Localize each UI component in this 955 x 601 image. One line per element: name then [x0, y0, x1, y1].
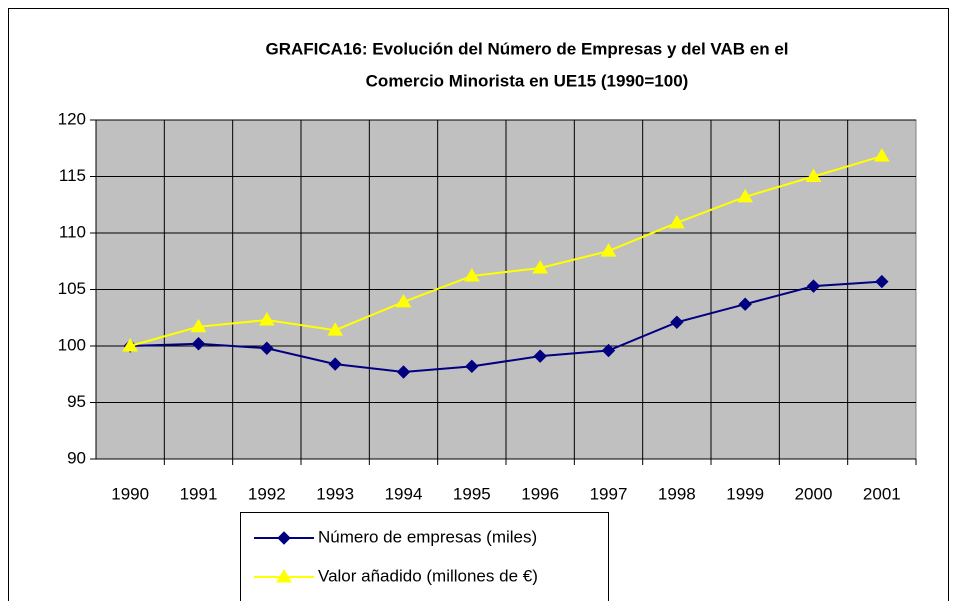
diamond-marker: [191, 337, 206, 351]
diamond-marker: [738, 297, 752, 311]
diamond-marker: [806, 279, 821, 293]
x-tick-label: 1990: [111, 484, 149, 503]
diamond-marker: [260, 341, 274, 355]
x-tick-label: 2001: [863, 484, 901, 503]
x-tick-label: 1991: [180, 484, 218, 503]
y-tick-label: 115: [59, 166, 86, 185]
x-tick-label: 2000: [795, 484, 833, 503]
diamond-marker: [465, 359, 479, 374]
series-line: [129, 155, 883, 347]
diamond-marker: [875, 274, 889, 289]
y-tick-label: 120: [58, 109, 86, 128]
diamond-marker: [670, 315, 684, 329]
y-tick-label: 90: [67, 448, 86, 467]
y-tick-label: 95: [67, 392, 86, 411]
triangle-marker: [463, 267, 480, 282]
triangle-marker: [258, 312, 275, 326]
x-tick-label: 1995: [453, 484, 491, 503]
diamond-marker: [533, 349, 547, 363]
diamond-marker: [328, 357, 342, 371]
legend-label: Número de empresas (miles): [318, 527, 537, 546]
y-tick-label: 110: [59, 222, 86, 241]
chart-title: Comercio Minorista en UE15 (1990=100): [366, 71, 689, 90]
triangle-marker: [600, 243, 617, 257]
triangle-marker: [668, 214, 685, 229]
triangle-marker: [327, 322, 344, 336]
diamond-marker: [396, 365, 411, 379]
x-tick-label: 1999: [726, 484, 764, 503]
chart-title: GRAFICA16: Evolución del Número de Empre…: [265, 39, 788, 58]
y-tick-label: 100: [58, 335, 86, 354]
diamond-marker: [277, 531, 291, 545]
triangle-marker: [532, 260, 549, 274]
triangle-marker: [395, 293, 412, 308]
x-tick-label: 1992: [248, 484, 286, 503]
x-tick-label: 1996: [521, 484, 559, 503]
x-tick-label: 1997: [590, 484, 628, 503]
triangle-marker: [873, 148, 890, 162]
diamond-marker: [601, 343, 616, 358]
x-tick-label: 1993: [316, 484, 354, 503]
triangle-marker: [737, 188, 754, 203]
legend-label: Valor añadido (millones de €): [318, 566, 538, 585]
triangle-marker: [190, 318, 207, 333]
triangle-marker: [805, 168, 822, 182]
triangle-marker: [276, 569, 292, 583]
legend-box: [240, 512, 609, 601]
triangle-marker: [122, 338, 139, 352]
y-tick-label: 105: [58, 279, 86, 298]
x-tick-label: 1998: [658, 484, 696, 503]
x-tick-label: 1994: [385, 484, 423, 503]
series-line: [130, 280, 882, 373]
